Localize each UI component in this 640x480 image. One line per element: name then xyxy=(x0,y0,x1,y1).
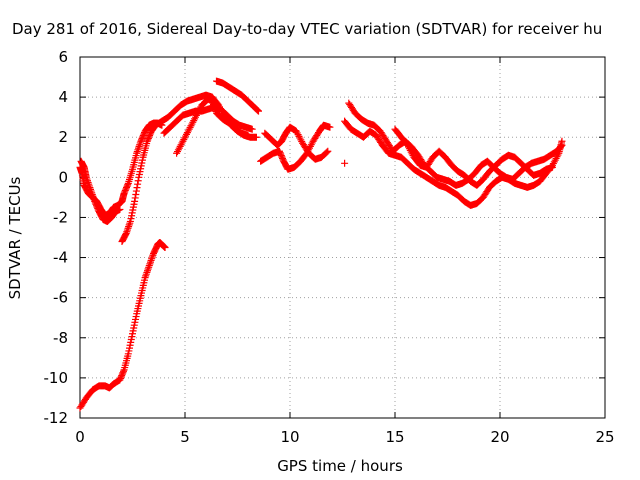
data-point xyxy=(549,163,556,171)
data-point xyxy=(244,131,252,139)
y-tick-label: 4 xyxy=(58,88,68,106)
series-6 xyxy=(173,95,252,157)
data-point xyxy=(556,143,564,151)
data-point xyxy=(116,205,124,213)
grid xyxy=(80,57,605,418)
data-point xyxy=(124,181,132,189)
series-10 xyxy=(341,159,349,167)
y-axis-label: SDTVAR / TECUs xyxy=(6,176,24,299)
y-tick-label: -4 xyxy=(53,249,68,267)
plot-frame xyxy=(79,56,606,419)
data-point xyxy=(85,180,93,188)
y-tick-label: 0 xyxy=(58,168,68,186)
y-tick-label: -8 xyxy=(53,329,68,347)
y-tick-label: -2 xyxy=(53,208,68,226)
x-tick-label: 25 xyxy=(595,428,614,446)
series-8 xyxy=(257,121,334,173)
data-point xyxy=(558,141,566,149)
y-tick-label: -6 xyxy=(53,289,68,307)
data-point xyxy=(323,148,331,156)
y-tick-label: -12 xyxy=(44,409,69,427)
x-tick-label: 15 xyxy=(385,428,404,446)
data-point xyxy=(341,159,349,167)
x-tick-label: 20 xyxy=(490,428,509,446)
x-tick-label: 10 xyxy=(280,428,299,446)
data-point xyxy=(122,229,130,237)
data-point xyxy=(557,142,565,150)
chart-title: Day 281 of 2016, Sidereal Day-to-day VTE… xyxy=(12,20,602,38)
data-point xyxy=(248,125,256,133)
data-point xyxy=(324,147,332,155)
series-3 xyxy=(77,157,124,225)
data-point xyxy=(161,244,169,252)
data-point xyxy=(252,133,260,141)
x-tick-label: 0 xyxy=(75,428,85,446)
axis-ticks: 0 5 10 15 20 25 -12 -10 -8 -6 -4 -2 0 2 4 6 xyxy=(44,48,615,446)
series-7 xyxy=(213,77,262,115)
y-tick-label: 6 xyxy=(58,48,68,66)
data-point xyxy=(326,123,334,131)
series-13 xyxy=(391,125,556,189)
x-axis-label: GPS time / hours xyxy=(277,457,403,475)
series-5 xyxy=(160,103,256,137)
data-series xyxy=(76,77,566,412)
x-tick-label: 5 xyxy=(180,428,190,446)
data-point xyxy=(255,107,262,115)
data-point xyxy=(88,189,96,197)
series-9 xyxy=(261,123,332,163)
y-tick-label: 2 xyxy=(58,128,68,146)
series-1 xyxy=(76,239,169,412)
y-tick-label: -10 xyxy=(44,369,69,387)
